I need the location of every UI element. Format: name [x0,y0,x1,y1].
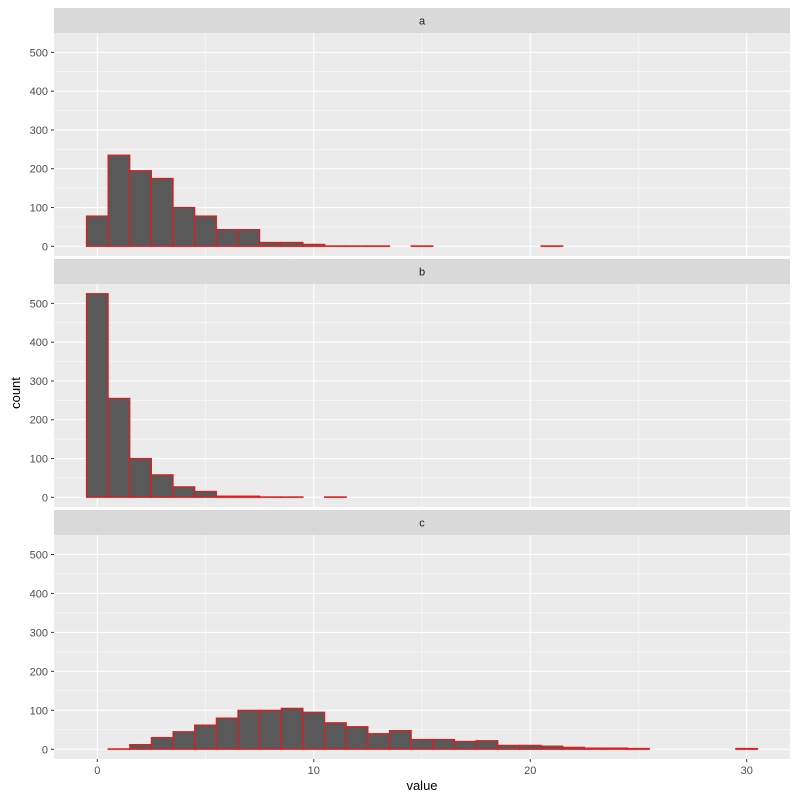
y-axis-title: count [8,377,23,409]
y-tick-label: 500 [30,549,48,561]
histogram-bar [129,170,153,247]
histogram-bar [518,744,542,750]
x-tick-label: 30 [741,765,753,777]
y-tick-label: 500 [30,298,48,310]
histogram-bar [237,495,261,498]
facet-strip-label: a [419,16,426,28]
histogram-bar [280,241,304,247]
facet-strip [54,510,790,535]
histogram-bar [194,724,217,750]
facet-panel-a: a 0 100 200 300 400 500 [30,8,790,256]
histogram-bar [302,243,326,247]
histogram-bar [172,486,196,498]
histogram-bar [323,722,347,750]
histogram-bar [129,457,153,498]
facet-panel-c: c 0 100 200 300 400 500 [30,510,790,759]
x-tick-label: 0 [94,765,100,777]
histogram-bar [302,711,326,750]
facet-strip [54,259,790,284]
histogram-bar [259,241,282,247]
y-tick-label: 300 [30,627,48,639]
histogram-bar [107,397,131,498]
y-tick-label: 0 [42,492,48,504]
histogram-bar [259,709,282,750]
histogram-bar [150,736,174,750]
y-tick-label: 500 [30,47,48,59]
y-tick-label: 200 [30,164,48,176]
histogram-bar [150,474,174,498]
histogram-bar [107,154,131,247]
histogram-bar [215,717,239,750]
y-tick-label: 200 [30,415,48,427]
y-tick-label: 300 [30,376,48,388]
histogram-bar [150,177,174,247]
histogram-bar [497,744,521,750]
histogram-bar [388,729,412,750]
y-tick-label: 0 [42,744,48,756]
y-tick-label: 100 [30,454,48,466]
histogram-bar [194,215,217,247]
y-tick-label: 200 [30,666,48,678]
y-tick-label: 300 [30,125,48,137]
histogram-bar [735,747,759,750]
histogram-bar [237,229,261,247]
histogram-bar [215,229,239,247]
y-tick-label: 400 [30,588,48,600]
x-tick-label: 20 [524,765,536,777]
y-tick-label: 100 [30,203,48,215]
y-tick-label: 0 [42,241,48,253]
y-tick-label: 400 [30,337,48,349]
histogram-bar [345,726,369,750]
histogram-bar [172,206,196,247]
facet-strip-label: b [419,267,425,279]
facet-panel-b: b 0 100 200 300 400 500 [30,259,790,507]
histogram-bar [453,740,477,750]
x-axis-title: value [406,778,437,793]
histogram-bar [367,733,391,750]
histogram-bar [540,745,564,750]
x-tick-label: 10 [308,765,320,777]
histogram-bar [194,490,217,498]
histogram-bar [85,215,109,247]
histogram-bar [237,709,261,750]
histogram-bar [605,747,629,750]
histogram-bar [475,740,499,750]
histogram-bar [215,495,239,498]
histogram-bar [562,746,585,750]
histogram-bar [432,738,456,750]
y-tick-label: 100 [30,705,48,717]
histogram-bar [172,731,196,750]
histogram-bar [85,293,109,498]
histogram-bar [410,738,434,750]
y-tick-label: 400 [30,86,48,98]
histogram-bar [583,747,607,750]
histogram-bar [627,747,650,750]
facet-strip-label: c [419,518,425,530]
histogram-bar [129,743,153,750]
facet-strip [54,8,790,33]
histogram-bar [280,707,304,750]
